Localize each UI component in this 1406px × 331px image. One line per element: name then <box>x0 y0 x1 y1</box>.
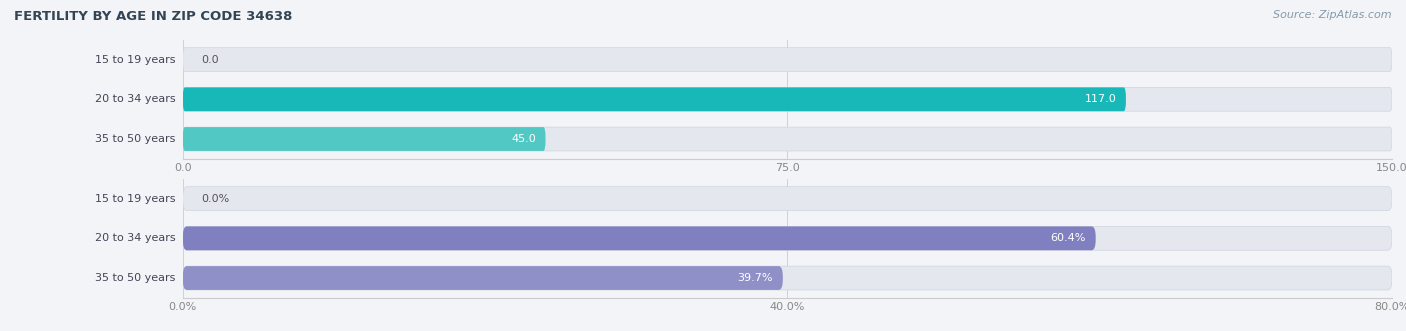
FancyBboxPatch shape <box>183 127 546 151</box>
FancyBboxPatch shape <box>183 226 1392 250</box>
FancyBboxPatch shape <box>183 48 1392 71</box>
Text: 20 to 34 years: 20 to 34 years <box>96 94 176 104</box>
Text: 0.0%: 0.0% <box>201 194 229 204</box>
Text: 117.0: 117.0 <box>1084 94 1116 104</box>
Text: 15 to 19 years: 15 to 19 years <box>96 55 176 65</box>
Text: Source: ZipAtlas.com: Source: ZipAtlas.com <box>1274 10 1392 20</box>
FancyBboxPatch shape <box>183 266 783 290</box>
Text: FERTILITY BY AGE IN ZIP CODE 34638: FERTILITY BY AGE IN ZIP CODE 34638 <box>14 10 292 23</box>
Text: 15 to 19 years: 15 to 19 years <box>96 194 176 204</box>
Text: 39.7%: 39.7% <box>738 273 773 283</box>
Text: 35 to 50 years: 35 to 50 years <box>96 273 176 283</box>
Text: 45.0: 45.0 <box>512 134 536 144</box>
FancyBboxPatch shape <box>183 127 1392 151</box>
Text: 20 to 34 years: 20 to 34 years <box>96 233 176 243</box>
FancyBboxPatch shape <box>183 187 1392 211</box>
FancyBboxPatch shape <box>183 87 1126 111</box>
FancyBboxPatch shape <box>183 226 1095 250</box>
Text: 60.4%: 60.4% <box>1050 233 1085 243</box>
Text: 35 to 50 years: 35 to 50 years <box>96 134 176 144</box>
FancyBboxPatch shape <box>183 87 1392 111</box>
Text: 0.0: 0.0 <box>201 55 218 65</box>
FancyBboxPatch shape <box>183 266 1392 290</box>
